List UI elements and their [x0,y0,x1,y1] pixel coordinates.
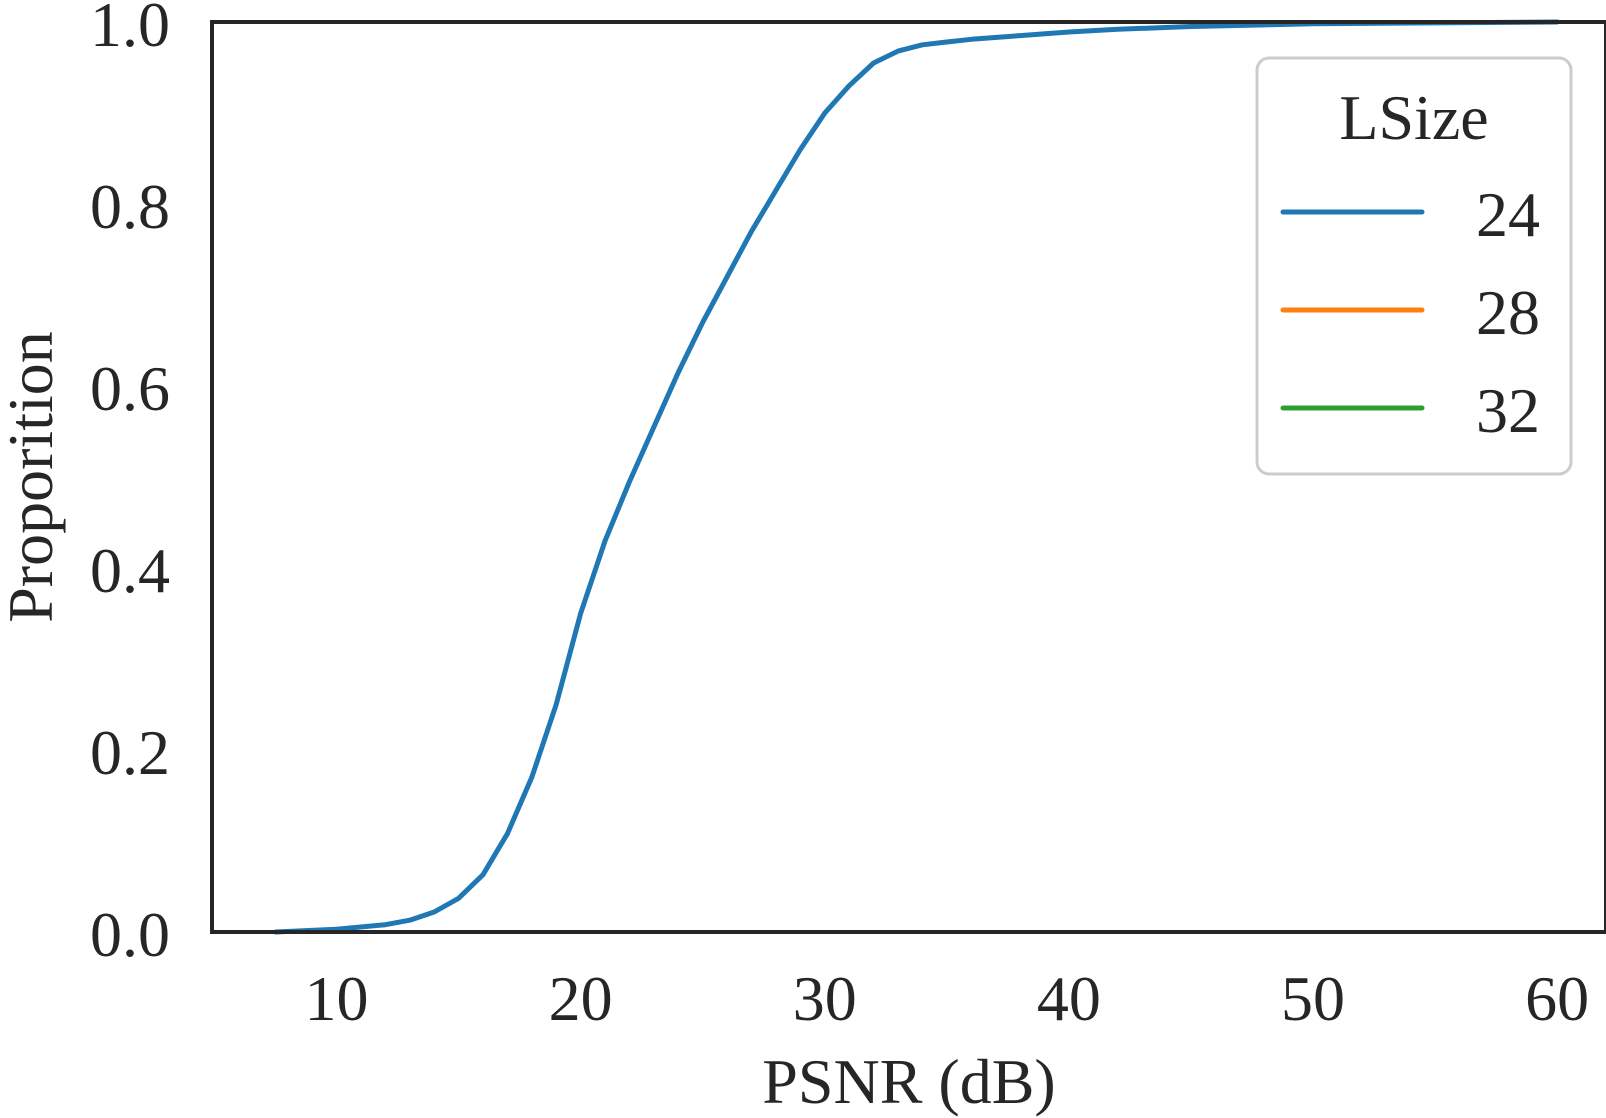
y-axis-label: Proporition [0,331,66,623]
series-line-24 [273,19,1560,935]
legend: LSize 24 28 32 [1255,56,1573,476]
x-tick-label: 30 [793,963,857,1034]
x-tick-label: 50 [1281,963,1345,1034]
legend-frame [1255,56,1573,476]
y-tick-label: 0.8 [90,171,170,242]
y-tick-label: 0.0 [90,899,170,970]
legend-label-24: 24 [1476,179,1540,250]
x-tick-label: 10 [305,963,369,1034]
y-tick-label: 1.0 [90,0,170,60]
legend-label-32: 32 [1476,375,1540,446]
x-tick-label: 60 [1525,963,1589,1034]
legend-label-28: 28 [1476,277,1540,348]
y-tick-label: 0.2 [90,717,170,788]
plot-area [273,19,1560,935]
legend-entries: 24 28 32 [1280,179,1540,446]
x-axis-label: PSNR (dB) [762,1046,1055,1117]
y-tick-label: 0.6 [90,353,170,424]
x-tick-label: 20 [549,963,613,1034]
y-tick-label: 0.4 [90,535,170,606]
x-axis-ticks: 10 20 30 40 50 60 [305,963,1590,1034]
legend-title: LSize [1339,82,1488,153]
y-axis-ticks: 0.0 0.2 0.4 0.6 0.8 1.0 [90,0,170,970]
axes-frame [210,20,1606,934]
x-tick-label: 40 [1037,963,1101,1034]
